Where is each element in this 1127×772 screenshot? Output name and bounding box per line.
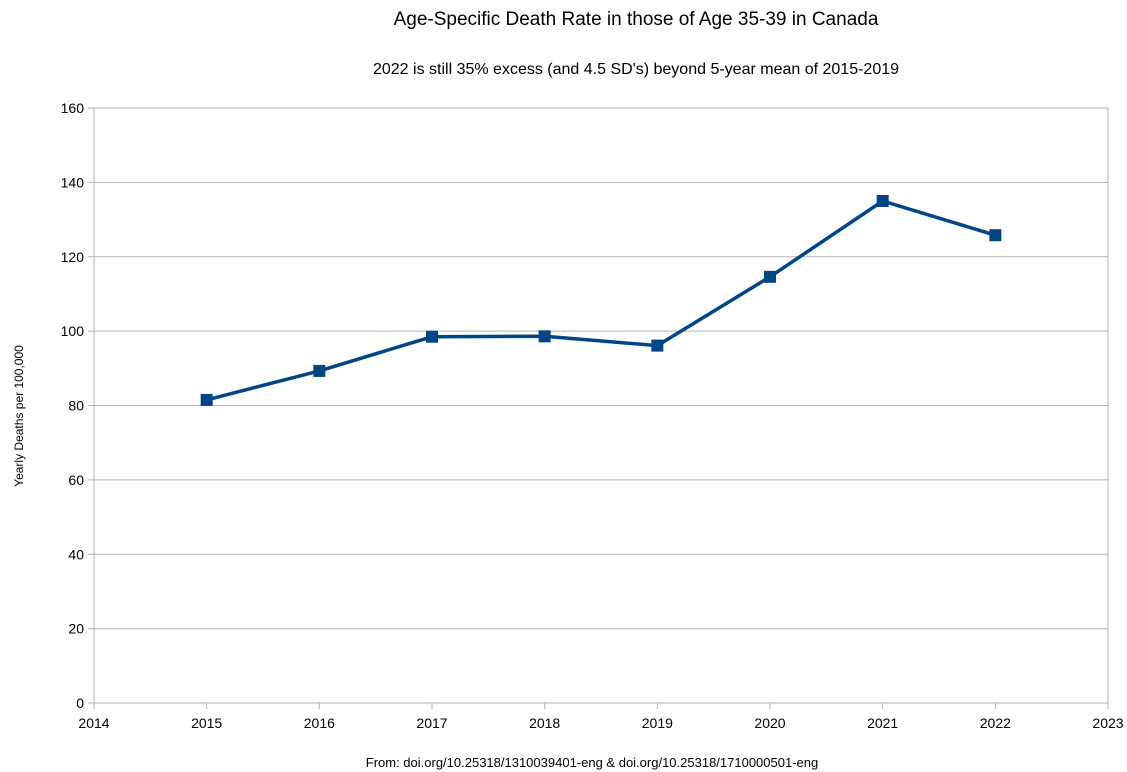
x-tick-label: 2019 — [642, 715, 673, 731]
data-point-marker — [200, 393, 213, 406]
y-tick-label: 100 — [61, 323, 85, 339]
x-tick-label: 2017 — [416, 715, 447, 731]
series-line — [204, 199, 998, 402]
chart-subtitle: 2022 is still 35% excess (and 4.5 SD's) … — [373, 61, 899, 78]
x-axis-ticks: 2014 2015 2016 2017 2018 2019 2020 2021 2022 2023 — [78, 703, 1124, 731]
y-tick-label: 160 — [61, 100, 85, 116]
y-tick-label: 20 — [68, 621, 84, 637]
y-tick-label: 40 — [68, 546, 84, 562]
y-axis-label: Yearly Deaths per 100,000 — [12, 345, 26, 487]
x-tick-label: 2023 — [1092, 715, 1123, 731]
y-tick-label: 0 — [76, 695, 84, 711]
data-point-marker — [876, 194, 889, 207]
data-point-marker — [538, 330, 551, 343]
y-tick-label: 120 — [61, 249, 85, 265]
data-point-marker — [313, 364, 326, 377]
x-tick-label: 2021 — [867, 715, 898, 731]
data-point-marker — [989, 229, 1002, 242]
y-tick-label: 140 — [61, 174, 85, 190]
x-tick-label: 2014 — [78, 715, 109, 731]
x-tick-label: 2020 — [754, 715, 785, 731]
grid — [94, 107, 1108, 704]
chart-title: Age-Specific Death Rate in those of Age … — [394, 9, 879, 30]
y-axis-ticks: 0 20 40 60 80 100 120 140 160 — [61, 100, 94, 711]
series-layer — [200, 194, 1002, 406]
data-point-marker — [426, 330, 438, 343]
x-tick-label: 2022 — [980, 715, 1011, 731]
x-tick-label: 2015 — [191, 715, 222, 731]
data-point-marker — [651, 339, 664, 352]
data-point-marker — [764, 270, 776, 283]
x-tick-label: 2016 — [304, 715, 335, 731]
y-tick-label: 80 — [68, 398, 84, 414]
x-tick-label: 2018 — [529, 715, 560, 731]
source-note: From: doi.org/10.25318/1310039401-eng & … — [366, 755, 818, 770]
y-tick-label: 60 — [68, 472, 84, 488]
